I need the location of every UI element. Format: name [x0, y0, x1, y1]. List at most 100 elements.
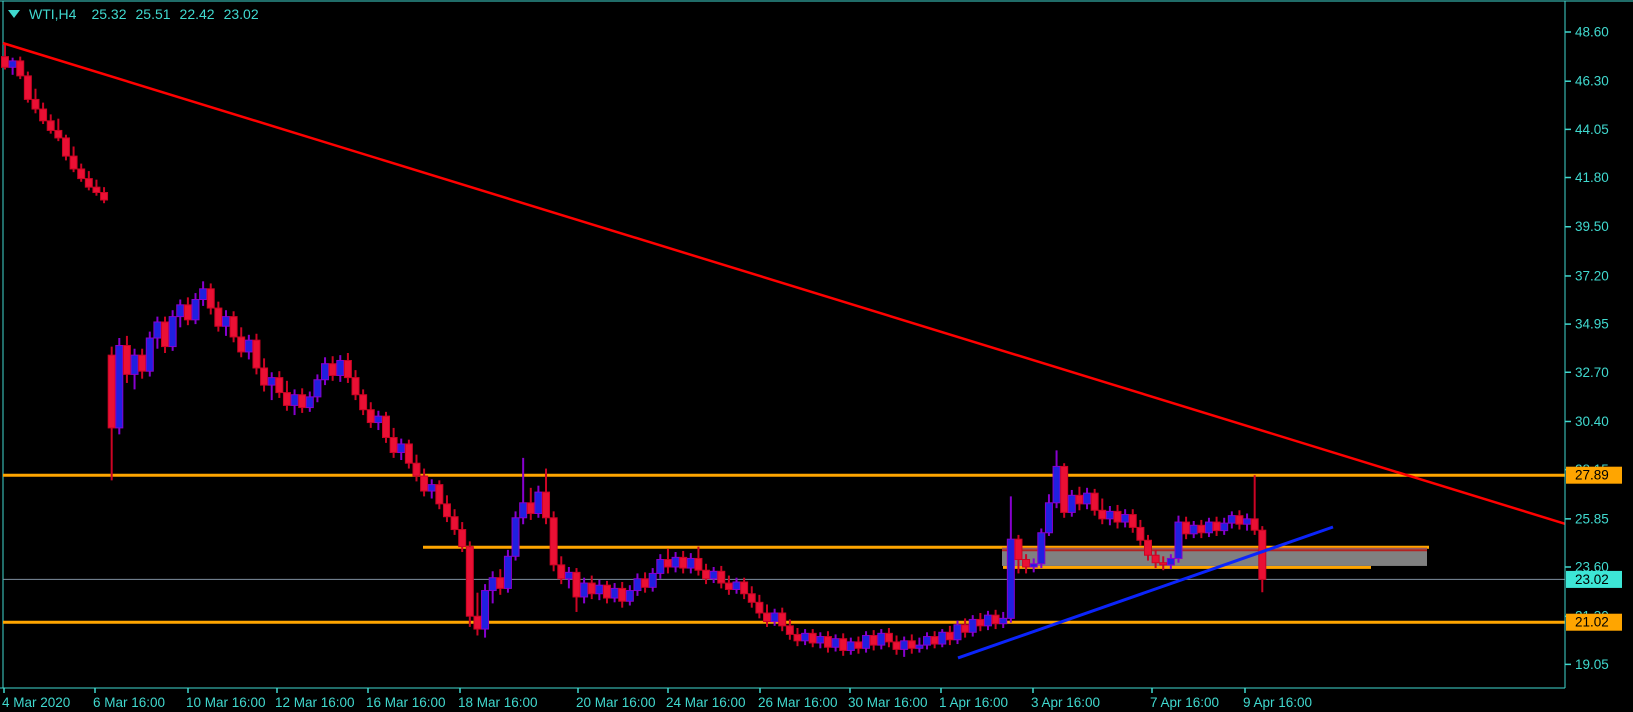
candle-body	[31, 98, 40, 110]
candle-body	[1128, 514, 1137, 528]
candle-body	[8, 60, 17, 68]
candle-body	[1029, 563, 1038, 568]
candle-body	[961, 624, 970, 633]
candle-body	[732, 581, 741, 590]
candle-body	[366, 409, 375, 424]
candle-body	[694, 557, 703, 571]
candle-body	[663, 559, 672, 568]
candle-body	[999, 617, 1008, 625]
candle-body	[854, 641, 863, 649]
candle-body	[1052, 465, 1061, 504]
y-axis-label: 32.70	[1575, 365, 1609, 380]
x-axis-label: 18 Mar 16:00	[458, 695, 538, 710]
price-badge-label: 21.02	[1575, 615, 1609, 630]
candle-body	[778, 612, 787, 627]
candle-body	[1022, 559, 1031, 568]
candle-body	[496, 577, 505, 589]
y-axis-label: 30.40	[1575, 414, 1609, 429]
candle-body	[740, 581, 749, 595]
candle-body	[1235, 515, 1244, 525]
y-axis-label: 39.50	[1575, 219, 1609, 234]
candle-body	[1136, 526, 1145, 541]
candle-body	[503, 555, 512, 589]
x-axis-label: 16 Mar 16:00	[366, 695, 446, 710]
candle-body	[542, 491, 551, 519]
candle-body	[1075, 494, 1084, 505]
candle-body	[107, 354, 116, 429]
candle-body	[572, 571, 581, 598]
candle-body	[1098, 509, 1107, 520]
candle-body	[389, 437, 398, 454]
descending-resistance-trendline[interactable]	[2, 41, 1566, 525]
y-axis-label: 44.05	[1575, 122, 1609, 137]
candle-body	[801, 632, 810, 642]
candle-body	[313, 379, 322, 398]
candle-body	[709, 570, 718, 580]
candle-body	[23, 75, 32, 100]
candle-body	[755, 601, 764, 614]
candle-body	[1250, 518, 1259, 531]
candle-body	[138, 354, 147, 372]
ascending-support-trendline[interactable]	[957, 525, 1334, 660]
candle-body	[846, 641, 855, 651]
candle-body	[839, 638, 848, 651]
x-axis-label: 4 Mar 2020	[2, 695, 70, 710]
candle-body	[1, 56, 9, 68]
candle-body	[983, 614, 992, 627]
candle-body	[877, 632, 886, 646]
x-axis-label: 12 Mar 16:00	[275, 695, 355, 710]
candle-body	[1144, 539, 1152, 556]
candle-body	[976, 618, 985, 627]
candle-body	[54, 129, 63, 139]
candle-body	[267, 377, 276, 386]
candle-body	[488, 577, 497, 592]
candle-body	[1182, 521, 1191, 535]
candle-body	[1220, 522, 1229, 532]
candle-body	[534, 491, 543, 515]
y-axis-label: 34.95	[1575, 317, 1609, 332]
candle-body	[305, 396, 314, 409]
ohlc-high: 25.51	[135, 6, 171, 22]
symbol-dropdown-icon[interactable]	[8, 10, 20, 18]
candle-body	[282, 392, 291, 406]
candle-body	[763, 612, 771, 623]
x-axis-label: 26 Mar 16:00	[758, 695, 838, 710]
candle-body	[915, 644, 924, 649]
candle-body	[244, 339, 253, 353]
candle-body	[69, 155, 78, 170]
candle-body	[793, 633, 802, 642]
candle-body	[61, 137, 70, 157]
symbol-label: WTI,H4	[29, 6, 77, 22]
candle-body	[161, 321, 170, 348]
candle-body	[953, 624, 962, 641]
x-axis-label: 30 Mar 16:00	[848, 695, 928, 710]
candle-body	[1227, 515, 1236, 524]
candle-body	[442, 503, 451, 518]
supply-zone-rectangle[interactable]	[1002, 548, 1427, 566]
candle-body	[1044, 502, 1053, 534]
candle-body	[747, 593, 756, 603]
candle-body	[671, 556, 680, 568]
candle-body	[1166, 557, 1175, 566]
candle-body	[519, 502, 528, 519]
x-axis-label: 9 Apr 16:00	[1243, 695, 1312, 710]
ohlc-low: 22.42	[179, 6, 215, 22]
candle-body	[290, 394, 299, 406]
candle-body	[587, 582, 596, 595]
candle-body	[1037, 532, 1046, 565]
candle-body	[229, 316, 238, 338]
candle-body	[641, 578, 650, 588]
candle-body	[1083, 492, 1092, 505]
candle-body	[564, 571, 573, 580]
candle-body	[595, 584, 604, 595]
candle-body	[275, 377, 284, 394]
price-badge-label: 27.89	[1575, 468, 1609, 483]
candle-body	[1113, 510, 1122, 523]
candle-body	[816, 636, 825, 644]
candle-body	[221, 316, 230, 327]
candle-body	[404, 443, 413, 464]
candle-body	[321, 363, 330, 381]
candle-body	[260, 367, 269, 386]
